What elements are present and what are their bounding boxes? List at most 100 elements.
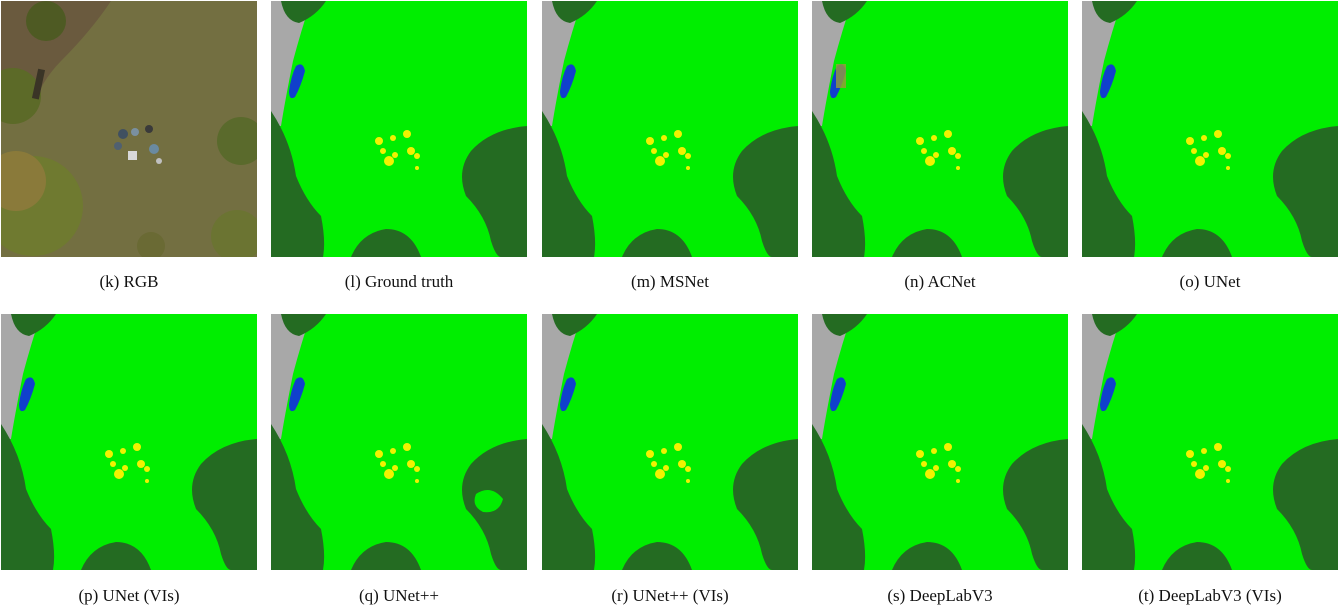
tree-region	[1082, 424, 1136, 570]
humans-region	[646, 450, 654, 458]
tree-region	[1162, 542, 1232, 570]
humans-region	[133, 443, 141, 451]
road-region	[271, 314, 311, 439]
segmentation-image	[812, 1, 1068, 257]
humans-region	[414, 466, 420, 472]
humans-region	[375, 137, 383, 145]
humans-region	[415, 479, 419, 483]
humans-region	[678, 460, 686, 468]
car-region	[560, 377, 576, 412]
tree-region	[281, 314, 326, 336]
humans-region	[944, 130, 952, 138]
tree-region	[733, 126, 798, 257]
tree-region	[271, 424, 325, 570]
humans-region	[403, 443, 411, 451]
road-region	[271, 1, 311, 126]
humans-region	[375, 450, 383, 458]
car-region	[830, 377, 846, 412]
humans-region	[1186, 450, 1194, 458]
segmentation-image	[1082, 314, 1338, 570]
caption-deeplab: (s) DeepLabV3	[887, 586, 993, 605]
tree-region	[11, 314, 56, 336]
segmentation-image	[1, 314, 257, 570]
humans-region	[925, 156, 935, 166]
humans-region	[1195, 469, 1205, 479]
car-region	[289, 377, 305, 412]
humans-region	[392, 152, 398, 158]
tree-region	[351, 542, 421, 570]
humans-region	[392, 465, 398, 471]
tree-region	[1092, 1, 1137, 23]
caption-unetpp: (q) UNet++	[358, 586, 440, 605]
humans-region	[144, 466, 150, 472]
tree-region	[542, 111, 596, 257]
car-region	[19, 377, 35, 412]
caption-rgb: (k) RGB	[99, 272, 159, 291]
humans-region	[948, 147, 956, 155]
humans-region	[1191, 461, 1197, 467]
segmentation-image	[542, 1, 798, 257]
caption-msnet: (m) MSNet	[631, 272, 709, 291]
humans-region	[414, 153, 420, 159]
humans-region	[380, 148, 386, 154]
humans-region	[1218, 460, 1226, 468]
humans-region	[1201, 448, 1207, 454]
humans-region	[415, 166, 419, 170]
humans-region	[137, 460, 145, 468]
humans-region	[921, 148, 927, 154]
car-region	[289, 64, 305, 99]
humans-region	[110, 461, 116, 467]
humans-region	[1201, 135, 1207, 141]
road-region	[542, 314, 582, 439]
humans-region	[956, 479, 960, 483]
tree-region	[1082, 111, 1136, 257]
segmentation-image	[542, 314, 798, 570]
caption-acnet: (n) ACNet	[904, 272, 976, 291]
road-region	[1082, 1, 1122, 126]
tree-region	[812, 111, 866, 257]
humans-region	[931, 135, 937, 141]
humans-region	[1214, 443, 1222, 451]
humans-region	[925, 469, 935, 479]
humans-region	[384, 156, 394, 166]
humans-region	[1226, 479, 1230, 483]
humans-region	[1191, 148, 1197, 154]
tree-region	[1092, 314, 1137, 336]
humans-region	[1203, 465, 1209, 471]
tree-region	[1162, 229, 1232, 257]
tree-region	[822, 1, 867, 23]
tree-region	[552, 1, 597, 23]
humans-region	[661, 135, 667, 141]
humans-region	[956, 166, 960, 170]
caption-deeplab-vis: (t) DeepLabV3 (VIs)	[1138, 586, 1282, 605]
humans-region	[948, 460, 956, 468]
humans-region	[655, 156, 665, 166]
tree-region	[822, 314, 867, 336]
humans-region	[390, 135, 396, 141]
humans-region	[663, 465, 669, 471]
humans-region	[933, 152, 939, 158]
humans-region	[1203, 152, 1209, 158]
humans-region	[916, 137, 924, 145]
road-region	[812, 1, 852, 126]
low-vegetation-region	[474, 490, 503, 513]
humans-region	[931, 448, 937, 454]
humans-region	[1218, 147, 1226, 155]
tree-region	[812, 424, 866, 570]
tree-region	[351, 229, 421, 257]
segmentation-image	[812, 314, 1068, 570]
car-region	[1100, 377, 1116, 412]
rgb-image	[1, 1, 257, 257]
humans-region	[686, 479, 690, 483]
humans-region	[1186, 137, 1194, 145]
humans-region	[1195, 156, 1205, 166]
car-region	[1100, 64, 1116, 99]
humans-region	[145, 479, 149, 483]
tree-region	[1003, 439, 1068, 570]
tree-region	[622, 542, 692, 570]
tree-region	[622, 229, 692, 257]
tree-region	[1, 424, 55, 570]
road-region	[542, 1, 582, 126]
humans-region	[1225, 153, 1231, 159]
humans-region	[407, 147, 415, 155]
